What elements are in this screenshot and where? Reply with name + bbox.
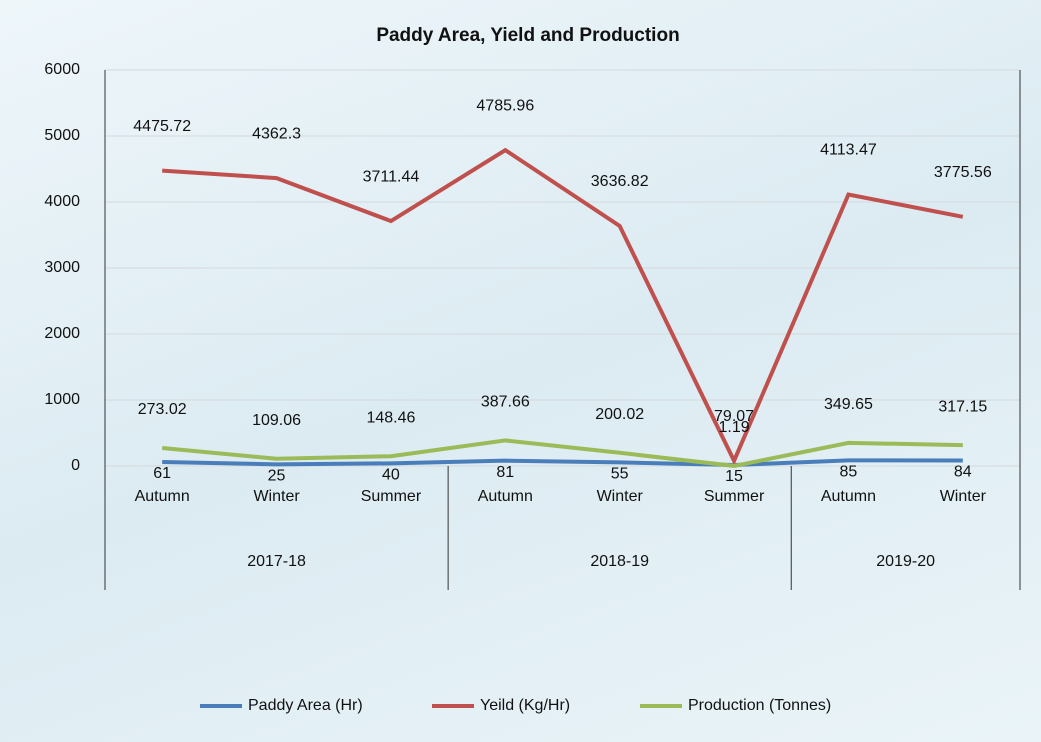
series-line	[162, 458, 963, 468]
data-label: 4113.47	[820, 142, 877, 159]
data-label: 349.65	[824, 396, 873, 413]
chart-title: Paddy Area, Yield and Production	[376, 25, 679, 46]
x-tick-label: Summer	[361, 488, 422, 505]
data-label: 85	[840, 464, 858, 481]
legend-label: Paddy Area (Hr)	[248, 697, 363, 714]
data-label: 109.06	[252, 412, 301, 429]
data-label: 317.15	[938, 398, 987, 415]
x-tick-label: Winter	[940, 488, 987, 505]
y-tick-label: 2000	[44, 325, 80, 342]
data-label: 1.19	[718, 419, 749, 436]
x-tick-label: Autumn	[821, 488, 876, 505]
data-label: 3711.44	[363, 168, 420, 185]
group-label: 2018-19	[590, 553, 649, 570]
data-label: 3636.82	[591, 173, 649, 190]
data-label: 81	[496, 464, 514, 481]
data-label: 40	[382, 467, 400, 484]
y-tick-label: 3000	[44, 259, 80, 276]
data-label: 3775.56	[934, 164, 992, 181]
y-tick-label: 5000	[44, 127, 80, 144]
data-label: 84	[954, 464, 972, 481]
data-label: 25	[268, 468, 286, 485]
x-tick-label: Winter	[597, 488, 644, 505]
y-tick-label: 1000	[44, 391, 80, 408]
x-tick-label: Autumn	[135, 488, 190, 505]
x-tick-label: Autumn	[478, 488, 533, 505]
data-label: 387.66	[481, 394, 530, 411]
data-label: 79.07	[714, 408, 754, 425]
x-tick-label: Summer	[704, 488, 765, 505]
y-tick-label: 0	[71, 457, 80, 474]
legend-label: Yeild (Kg/Hr)	[480, 697, 570, 714]
data-label: 61	[153, 465, 171, 482]
x-tick-label: Winter	[253, 488, 300, 505]
data-label: 200.02	[595, 406, 644, 423]
data-label: 15	[725, 468, 743, 485]
group-label: 2019-20	[876, 553, 935, 570]
series-line	[162, 147, 964, 466]
legend-label: Production (Tonnes)	[688, 697, 831, 714]
data-label: 4785.96	[476, 97, 534, 114]
group-label: 2017-18	[247, 553, 306, 570]
data-label: 273.02	[138, 401, 187, 418]
data-label: 4362.3	[252, 125, 301, 142]
series-line	[161, 438, 963, 468]
data-label: 148.46	[366, 409, 415, 426]
data-label: 4475.72	[133, 118, 191, 135]
y-tick-label: 6000	[44, 61, 80, 78]
data-label: 55	[611, 466, 629, 483]
y-tick-label: 4000	[44, 193, 80, 210]
